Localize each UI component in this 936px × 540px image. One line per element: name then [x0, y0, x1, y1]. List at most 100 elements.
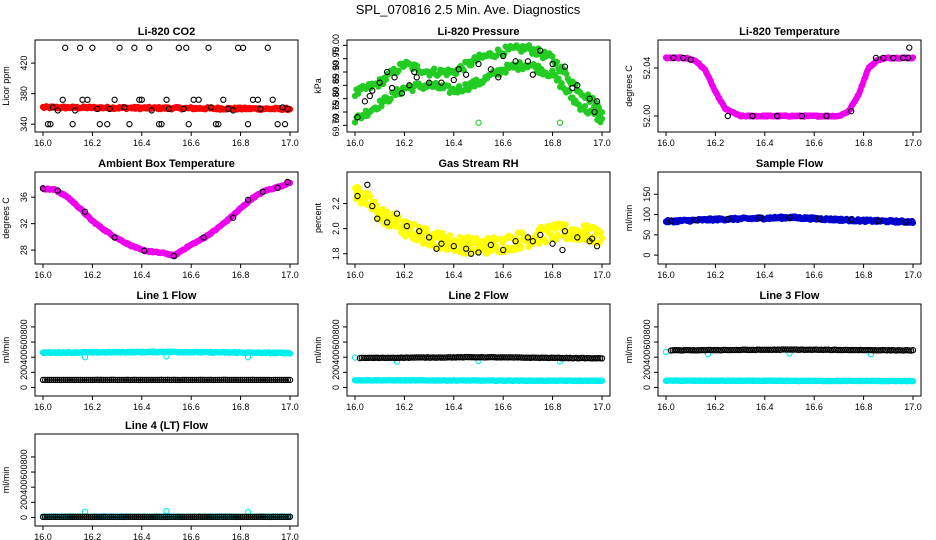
- data-point: [183, 44, 190, 51]
- data-point: [354, 192, 361, 200]
- page-title: SPL_070816 2.5 Min. Ave. Diagnostics: [355, 2, 581, 17]
- data-point: [106, 105, 113, 113]
- data-point: [374, 215, 381, 222]
- x-tick-label: 16.2: [396, 270, 414, 280]
- data-point: [574, 234, 581, 241]
- x-tick-label: 16.4: [133, 270, 151, 280]
- series-black: [354, 47, 601, 121]
- x-tick-label: 16.8: [232, 270, 250, 280]
- data-point: [487, 241, 494, 249]
- data-point: [354, 90, 362, 97]
- panel-title: Gas Stream RH: [438, 158, 518, 170]
- data-point: [569, 84, 576, 92]
- data-point: [593, 243, 601, 250]
- y-axis-label: percent: [313, 202, 323, 233]
- series-blue: [662, 213, 917, 226]
- x-tick-label: 16.2: [396, 138, 414, 148]
- data-point: [366, 92, 373, 100]
- data-point: [756, 214, 764, 221]
- data-point: [220, 96, 227, 103]
- data-point: [403, 222, 411, 230]
- data-point: [207, 104, 215, 111]
- series-magenta: [662, 54, 917, 120]
- data-point: [692, 217, 699, 224]
- data-point: [96, 121, 103, 128]
- data-point: [467, 250, 475, 257]
- y-tick-label: 800: [19, 319, 29, 334]
- data-point: [395, 67, 402, 74]
- data-point: [158, 121, 165, 128]
- plot-frame: [346, 171, 611, 265]
- x-tick-label: 16.0: [34, 270, 52, 280]
- y-axis-label: degrees C: [1, 197, 11, 239]
- x-tick-label: 16.8: [544, 138, 562, 148]
- series-cyan: [39, 348, 294, 357]
- data-point: [433, 245, 440, 252]
- data-point: [561, 63, 569, 70]
- x-tick-label: 16.2: [84, 270, 102, 280]
- data-point: [487, 66, 494, 73]
- data-point: [524, 58, 532, 65]
- x-tick-label: 16.0: [346, 138, 364, 148]
- data-point: [904, 54, 912, 62]
- data-point: [384, 208, 391, 215]
- data-point: [54, 107, 61, 114]
- x-tick-label: 16.8: [544, 402, 562, 412]
- series-black: [354, 181, 601, 257]
- data-point: [121, 104, 128, 111]
- data-point: [376, 79, 383, 86]
- data-point: [416, 228, 423, 235]
- data-point: [369, 87, 376, 94]
- data-point: [598, 229, 605, 236]
- data-point: [215, 121, 222, 128]
- data-point: [848, 108, 855, 115]
- data-point: [529, 71, 536, 78]
- data-point: [230, 214, 237, 221]
- data-point: [257, 105, 264, 113]
- x-tick-label: 16.0: [657, 138, 675, 148]
- data-point: [512, 58, 519, 65]
- series-cyan: [662, 377, 917, 385]
- data-point: [138, 96, 145, 103]
- x-tick-label: 16.4: [756, 402, 774, 412]
- data-point: [249, 96, 257, 103]
- y-tick-label: 36: [19, 192, 29, 202]
- data-point: [126, 121, 133, 128]
- data-point: [76, 44, 84, 51]
- data-point: [598, 235, 606, 242]
- data-point: [909, 219, 917, 226]
- y-axis-label: ml/min: [624, 205, 634, 232]
- data-point: [94, 105, 101, 113]
- x-tick-label: 16.0: [657, 402, 675, 412]
- panel-title: Line 1 Flow: [137, 290, 197, 302]
- data-point: [406, 82, 413, 89]
- x-tick-label: 16.8: [544, 270, 562, 280]
- data-point: [559, 246, 566, 254]
- y-axis-label: ml/min: [1, 337, 11, 364]
- x-tick-label: 17.0: [904, 402, 922, 412]
- data-point: [549, 240, 556, 247]
- data-point: [391, 74, 398, 81]
- data-point: [598, 115, 606, 122]
- data-point: [180, 105, 187, 113]
- panel-9: Line 4 (LT) Flow ml/min 16.0 16.2 16.4 16.6 16…: [1, 420, 299, 540]
- data-point: [146, 44, 153, 51]
- y-tick-label: 150: [642, 187, 652, 202]
- data-point: [495, 74, 502, 81]
- series-green: [351, 59, 606, 126]
- data-point: [393, 210, 401, 217]
- plot-frame: [34, 39, 299, 133]
- panel-5: Sample Flow ml/min 16.0 16.2 16.4 16.6 16.8 17.…: [624, 158, 922, 280]
- panel-6: Line 1 Flow ml/min 16.0 16.2 16.4 16.6 16.8 17.…: [1, 290, 299, 412]
- data-point: [205, 44, 212, 51]
- plot-frame: [657, 171, 922, 265]
- data-point: [542, 239, 549, 246]
- y-tick-label: 380: [19, 86, 29, 101]
- y-tick-label: 2.0: [331, 222, 341, 235]
- y-axis-label: Licor ppm: [1, 66, 11, 106]
- data-point: [230, 107, 237, 114]
- data-point: [880, 54, 887, 62]
- data-point: [111, 234, 118, 241]
- x-tick-label: 16.2: [707, 138, 725, 148]
